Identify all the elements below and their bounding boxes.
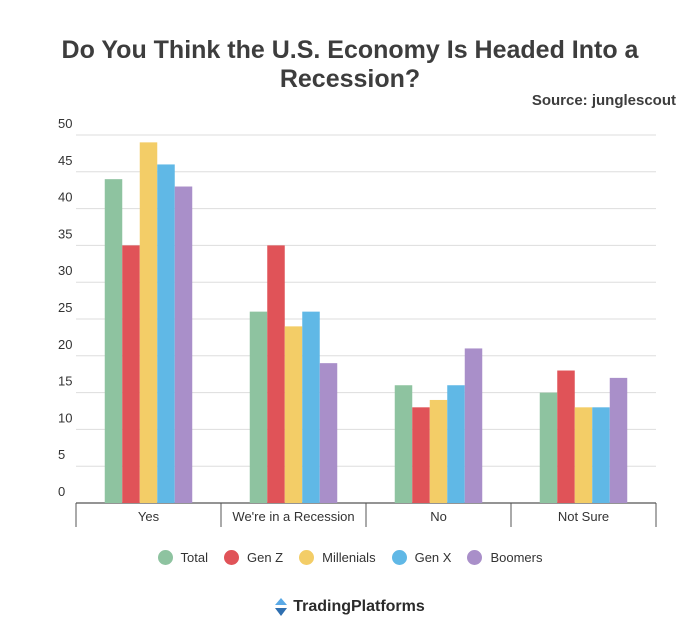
x-tick-label: Not Sure (558, 509, 609, 524)
legend-item: Gen Z (223, 550, 284, 565)
tradingplatforms-logo-icon (275, 598, 288, 616)
y-tick-label: 15 (58, 374, 72, 389)
x-tick-label: No (430, 509, 447, 524)
bar-total (539, 392, 558, 503)
y-tick-label: 30 (58, 263, 72, 278)
bar-total (394, 385, 413, 503)
brand-name: TradingPlatforms (293, 598, 425, 615)
bar-millenials (284, 326, 303, 503)
legend-swatch (391, 550, 407, 565)
legend-label: Total (180, 550, 208, 565)
bar-gen-z (122, 245, 140, 503)
bar-total (249, 311, 268, 503)
x-tick-label: Yes (138, 509, 160, 524)
y-tick-label: 40 (58, 190, 72, 205)
legend-item: Boomers (467, 550, 542, 565)
legend-swatch (157, 550, 173, 565)
bar-gen-z (412, 407, 430, 503)
y-tick-label: 25 (58, 300, 72, 315)
bar-gen-z (267, 245, 285, 503)
bar-boomers (319, 363, 338, 503)
bar-boomers (464, 348, 483, 503)
y-tick-label: 35 (58, 226, 72, 241)
y-tick-label: 5 (58, 447, 65, 462)
bar-gen-x (447, 385, 465, 503)
chart-legend: Total Gen Z Millenials Gen X Boomers (0, 550, 700, 565)
y-tick-label: 0 (58, 484, 65, 499)
y-tick-label: 20 (58, 337, 72, 352)
legend-label: Gen X (414, 550, 452, 565)
bar-millenials (574, 407, 593, 503)
y-tick-label: 50 (58, 116, 72, 131)
chart-title: Do You Think the U.S. Economy Is Headed … (61, 36, 639, 93)
legend-swatch (223, 550, 239, 565)
legend-item: Total (157, 550, 208, 565)
bar-gen-x (157, 164, 175, 503)
bar-total (104, 179, 123, 503)
y-tick-label: 45 (58, 153, 72, 168)
legend-label: Gen Z (246, 550, 284, 565)
legend-swatch (467, 550, 483, 565)
bar-millenials (139, 142, 158, 504)
bar-boomers (609, 377, 628, 503)
bar-gen-z (557, 370, 575, 503)
brand-footer: TradingPlatforms (0, 598, 700, 616)
bar-millenials (429, 399, 448, 503)
bar-boomers (174, 186, 193, 503)
source-label: Source: junglescout (531, 92, 676, 109)
legend-label: Boomers (490, 550, 543, 565)
legend-item: Millenials (299, 550, 376, 565)
x-tick-label: We're in a Recession (232, 509, 354, 524)
legend-label: Millenials (322, 550, 376, 565)
bar-gen-x (302, 311, 320, 503)
bar-gen-x (592, 407, 610, 503)
y-tick-label: 10 (58, 410, 72, 425)
legend-item: Gen X (391, 550, 452, 565)
legend-swatch (299, 550, 315, 565)
